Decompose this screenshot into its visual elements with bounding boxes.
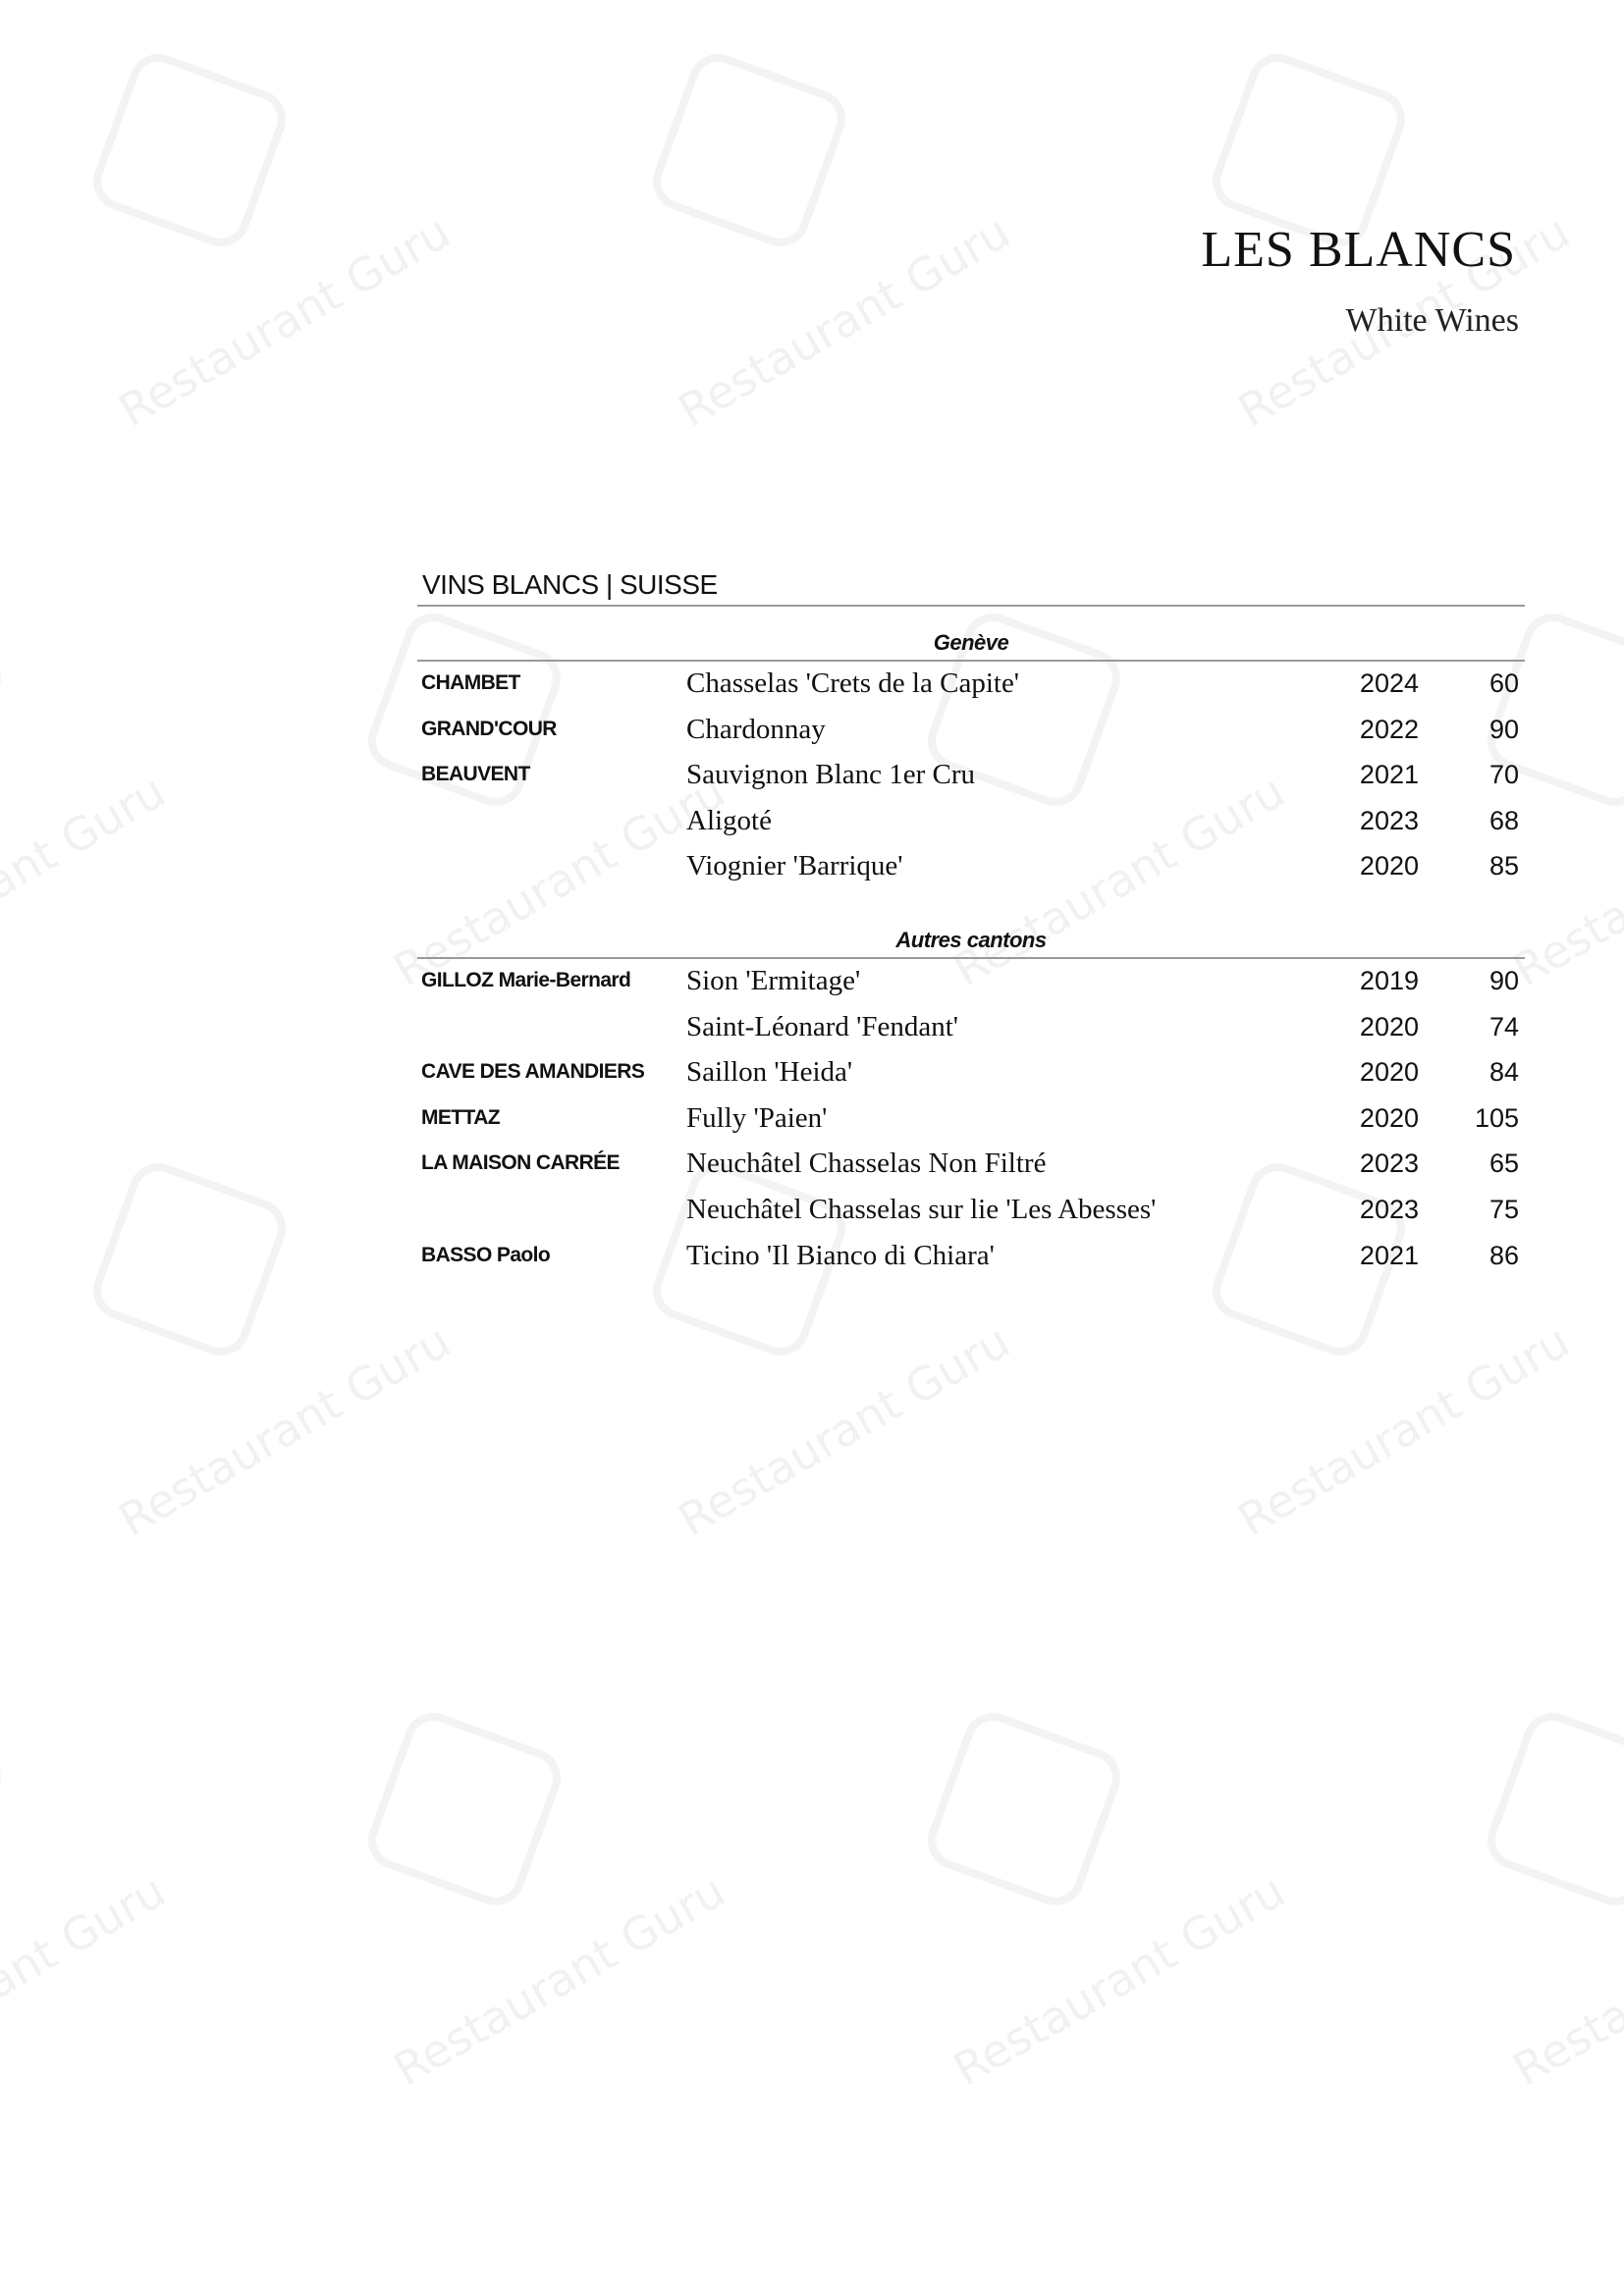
wine-year: 2021	[1359, 760, 1419, 790]
wine-wine: Sion 'Ermitage'	[686, 964, 861, 996]
wine-row: METTAZ Fully 'Paien' 2020 105	[417, 1096, 1525, 1143]
wine-year: 2020	[1359, 1011, 1419, 1041]
wine-year: 2022	[1359, 714, 1419, 744]
wine-year: 2023	[1359, 805, 1419, 835]
watermark-logo-icon	[359, 1704, 569, 1914]
watermark-text: Restaurant Guru	[944, 1863, 1294, 2097]
page-title: LES BLANCS	[1201, 222, 1516, 278]
wine-price: 86	[1489, 1240, 1519, 1270]
wine-wine: Chardonnay	[686, 713, 826, 745]
wine-producer: CAVE DES AMANDIERS	[421, 1060, 645, 1084]
watermark-logo-icon	[0, 1704, 10, 1914]
wine-price: 65	[1489, 1148, 1519, 1179]
divider	[417, 956, 1525, 959]
wine-producer: BEAUVENT	[421, 763, 530, 786]
wine-year: 2020	[1359, 1057, 1419, 1088]
wine-year: 2023	[1359, 1148, 1419, 1179]
wine-wine: Fully 'Paien'	[686, 1101, 828, 1134]
wine-row: CHAMBET Chasselas 'Crets de la Capite' 202…	[417, 662, 1525, 708]
watermark-text: Restaurant Guru	[669, 204, 1019, 438]
wine-producer: GILLOZ Marie-Bernard	[421, 968, 631, 991]
page-subtitle: White Wines	[1345, 302, 1519, 339]
wine-wine: Saillon 'Heida'	[686, 1056, 853, 1089]
wine-list: VINS BLANCS | SUISSE Genève CHAMBET Chasse…	[417, 569, 1525, 1279]
watermark-text: Restaurant Guru	[0, 764, 175, 997]
wine-producer: METTAZ	[421, 1105, 501, 1129]
wine-row: BASSO Paolo Ticino 'Il Bianco di Chiara' 2…	[417, 1234, 1525, 1280]
wine-price: 90	[1489, 965, 1519, 995]
wine-row: GILLOZ Marie-Bernard Sion 'Ermitage' 2019 9…	[417, 959, 1525, 1005]
divider	[417, 660, 1525, 662]
wine-producer: LA MAISON CARRÉE	[421, 1151, 621, 1175]
wine-producer: GRAND'COUR	[421, 717, 557, 740]
watermark-text: Restaurant Guru	[109, 204, 460, 438]
wine-wine: Sauvignon Blanc 1er Cru	[686, 759, 975, 791]
wine-row: GRAND'COUR Chardonnay 2022 90	[417, 708, 1525, 754]
wine-price: 70	[1489, 760, 1519, 790]
watermark-logo-icon	[1479, 1704, 1624, 1914]
watermark-logo-icon	[84, 45, 295, 255]
section-title: VINS BLANCS | SUISSE	[422, 569, 718, 600]
watermark-text: Restaurant Guru	[384, 1863, 734, 2097]
wine-wine: Neuchâtel Chasselas sur lie 'Les Abesses…	[686, 1193, 1157, 1225]
divider	[417, 605, 1525, 607]
wine-row: BEAUVENT Sauvignon Blanc 1er Cru 2021 70	[417, 753, 1525, 799]
wine-price: 68	[1489, 805, 1519, 835]
wine-price: 74	[1489, 1011, 1519, 1041]
wine-year: 2024	[1359, 668, 1419, 698]
wine-row: LA MAISON CARRÉE Neuchâtel Chasselas Non …	[417, 1142, 1525, 1188]
watermark-text: Restaurant Guru	[1503, 1864, 1624, 2097]
watermark-text: Restaurant Guru	[669, 1313, 1019, 1547]
wine-wine: Chasselas 'Crets de la Capite'	[686, 667, 1020, 699]
watermark-logo-icon	[644, 45, 854, 255]
wine-price: 84	[1489, 1057, 1519, 1088]
wine-year: 2021	[1359, 1240, 1419, 1270]
wine-wine: Saint-Léonard 'Fendant'	[686, 1010, 959, 1042]
watermark-logo-icon	[0, 605, 10, 815]
wine-wine: Neuchâtel Chasselas Non Filtré	[686, 1148, 1047, 1180]
watermark-logo-icon	[84, 1154, 295, 1364]
wine-row: Aligoté 2023 68	[417, 799, 1525, 845]
wine-producer: CHAMBET	[421, 671, 520, 694]
wine-price: 90	[1489, 714, 1519, 744]
wine-wine: Ticino 'Il Bianco di Chiara'	[686, 1239, 995, 1271]
wine-row: Viognier 'Barrique' 2020 85	[417, 844, 1525, 890]
group-title: Genève	[933, 630, 1009, 655]
watermark-text: Restaurant Guru	[109, 1313, 460, 1547]
wine-wine: Viognier 'Barrique'	[686, 850, 903, 882]
wine-price: 85	[1489, 851, 1519, 881]
wine-year: 2019	[1359, 965, 1419, 995]
watermark-text: Restaurant Guru	[1228, 1313, 1579, 1547]
watermark-logo-icon	[919, 1704, 1129, 1914]
wine-year: 2020	[1359, 1102, 1419, 1133]
wine-year: 2023	[1359, 1194, 1419, 1224]
wine-price: 75	[1489, 1194, 1519, 1224]
wine-price: 105	[1474, 1102, 1519, 1133]
group-title: Autres cantons	[895, 927, 1047, 952]
wine-row: Neuchâtel Chasselas sur lie 'Les Abesses…	[417, 1188, 1525, 1234]
wine-year: 2020	[1359, 851, 1419, 881]
wine-wine: Aligoté	[686, 804, 772, 836]
wine-producer: BASSO Paolo	[421, 1243, 551, 1266]
watermark-text: Restaurant Guru	[0, 1863, 175, 2097]
wine-row: Saint-Léonard 'Fendant' 2020 74	[417, 1005, 1525, 1051]
wine-row: CAVE DES AMANDIERS Saillon 'Heida' 2020 84	[417, 1050, 1525, 1096]
wine-price: 60	[1489, 668, 1519, 698]
